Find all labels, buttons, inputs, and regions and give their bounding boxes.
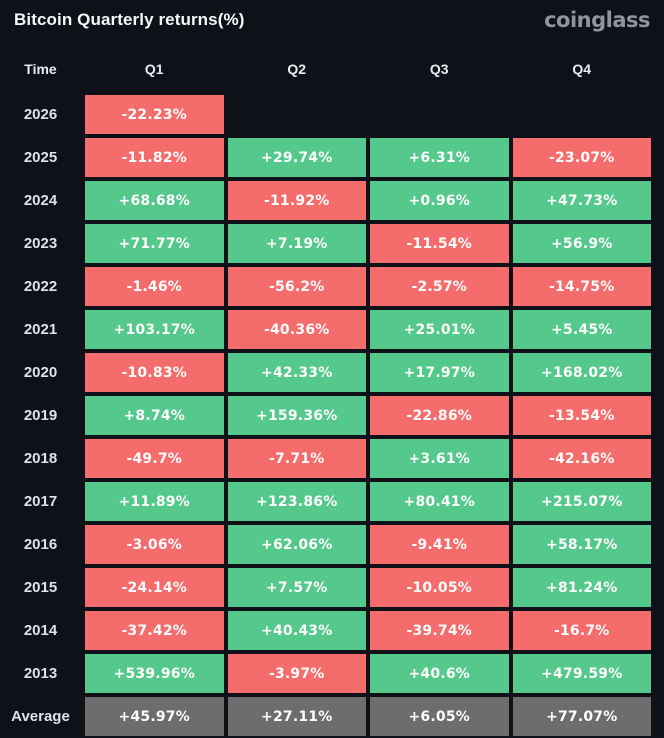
returns-table: 2026 -22.23% 2025 -11.82% +29.74% +6.31% -23.0… [0,95,651,736]
year-label: 2015 [23,579,58,596]
return-cell: +40.6% [370,654,509,693]
year-label: Average [11,708,70,725]
return-cell: +7.57% [227,568,366,607]
return-cell: +80.41% [370,482,509,521]
year-label: 2017 [23,493,58,510]
return-cell: +168.02% [512,353,651,392]
return-cell: +17.97% [370,353,509,392]
return-cell: +6.31% [370,138,509,177]
return-cell: +27.11% [227,697,366,736]
return-cell [513,95,652,134]
return-cell: -24.14% [85,568,224,607]
return-cell: +11.89% [85,482,224,521]
return-cell: -42.16% [512,439,651,478]
return-cell: -2.57% [370,267,509,306]
return-cell: +8.74% [85,396,224,435]
return-cell: +0.96% [370,181,509,220]
return-cell: +3.61% [370,439,509,478]
year-label: 2014 [23,622,58,639]
quarter-column-header: Q2 [287,61,307,77]
return-cell: +56.9% [512,224,651,263]
return-cell: +7.19% [227,224,366,263]
return-cell: -40.36% [227,310,366,349]
return-cell: -39.74% [370,611,509,650]
year-label: 2025 [23,149,58,166]
quarter-column-header: Q3 [429,61,449,77]
year-label: 2013 [23,665,58,682]
return-cell: -7.71% [227,439,366,478]
quarter-column-header: Q1 [144,61,164,77]
year-label: 2022 [23,278,58,295]
return-cell: +6.05% [370,697,509,736]
return-cell: +539.96% [85,654,224,693]
column-header-row: Time Q1 Q2 Q3 Q4 [0,54,651,84]
return-cell: +29.74% [227,138,366,177]
return-cell: +479.59% [512,654,651,693]
return-cell: -3.97% [227,654,366,693]
return-cell: +159.36% [227,396,366,435]
return-cell: -22.86% [370,396,509,435]
return-cell: -16.7% [512,611,651,650]
quarter-column-header: Q4 [572,61,592,77]
return-cell: -11.54% [370,224,509,263]
return-cell: -13.54% [512,396,651,435]
return-cell: -11.82% [85,138,224,177]
return-cell: +103.17% [85,310,224,349]
return-cell: +45.97% [85,697,224,736]
return-cell: +62.06% [227,525,366,564]
year-label: 2016 [23,536,58,553]
year-label: 2019 [23,407,58,424]
return-cell: -9.41% [370,525,509,564]
year-label: 2018 [23,450,58,467]
return-cell: +58.17% [512,525,651,564]
return-cell: -14.75% [512,267,651,306]
return-cell: -37.42% [85,611,224,650]
return-cell: +77.07% [512,697,651,736]
return-cell: +81.24% [512,568,651,607]
return-cell: +71.77% [85,224,224,263]
return-cell: -22.23% [85,95,224,134]
year-label: 2026 [23,106,58,123]
return-cell: +68.68% [85,181,224,220]
return-cell: -49.7% [85,439,224,478]
time-column-header: Time [24,61,57,77]
return-cell: -11.92% [227,181,366,220]
return-cell: -23.07% [512,138,651,177]
year-label: 2021 [23,321,58,338]
return-cell: -56.2% [227,267,366,306]
return-cell: -3.06% [85,525,224,564]
coinglass-logo: coinglass [544,8,650,32]
return-cell: +25.01% [370,310,509,349]
return-cell: -10.83% [85,353,224,392]
return-cell: -1.46% [85,267,224,306]
year-label: 2023 [23,235,58,252]
return-cell: -10.05% [370,568,509,607]
year-label: 2024 [23,192,58,209]
return-cell: +5.45% [512,310,651,349]
return-cell: +123.86% [227,482,366,521]
return-cell [228,95,367,134]
year-label: 2020 [23,364,58,381]
page-title: Bitcoin Quarterly returns(%) [14,10,245,29]
return-cell: +215.07% [512,482,651,521]
title-bar: Bitcoin Quarterly returns(%) coinglass [0,0,664,40]
return-cell: +47.73% [512,181,651,220]
return-cell: +40.43% [227,611,366,650]
return-cell: +42.33% [227,353,366,392]
return-cell [370,95,509,134]
